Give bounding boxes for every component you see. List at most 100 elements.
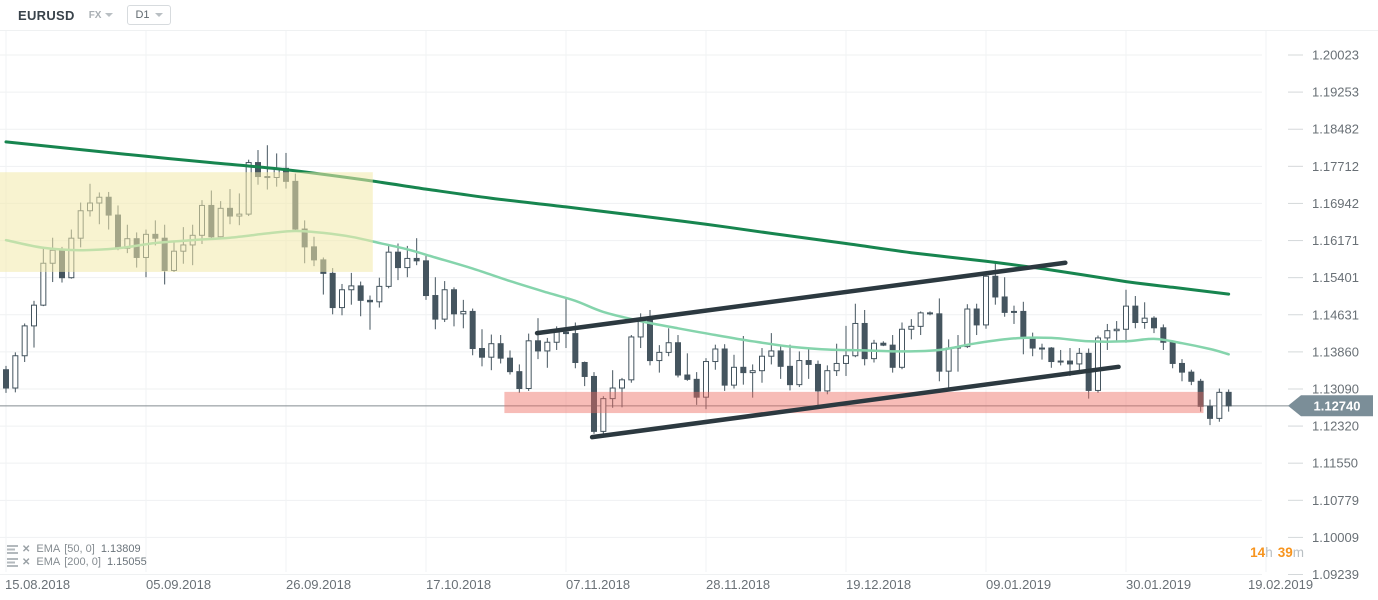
candle-body <box>357 285 364 301</box>
candle-body <box>814 363 821 392</box>
wedge-upper-trendline <box>534 260 1068 336</box>
candle-body <box>394 251 401 269</box>
candle-body <box>432 295 439 320</box>
candle-body <box>768 350 775 357</box>
current-price-label: 1.12740 <box>1314 398 1361 413</box>
date-axis-label: 19.02.2019 <box>1248 577 1313 592</box>
candle-body <box>450 289 457 315</box>
indicator-remove-icon[interactable]: ✕ <box>22 557 31 568</box>
candle-body <box>852 322 859 357</box>
candle-body <box>600 398 607 432</box>
candle-body <box>516 371 523 390</box>
indicator-remove-icon[interactable]: ✕ <box>22 544 31 555</box>
candle-body <box>338 289 345 309</box>
price-axis-label: 1.09239 <box>1312 567 1359 582</box>
candle-body <box>964 308 971 348</box>
candle-body <box>12 355 19 389</box>
date-axis-label: 07.11.2018 <box>566 577 630 592</box>
candle-body <box>553 331 560 343</box>
price-axis-label: 1.16942 <box>1312 196 1359 211</box>
candle-body <box>488 343 495 358</box>
price-axis-label: 1.15401 <box>1312 270 1359 285</box>
date-axis-label: 28.11.2018 <box>706 577 770 592</box>
candle-body <box>898 328 905 368</box>
countdown-minutes-unit: m <box>1292 545 1304 560</box>
date-axis-label: 30.01.2019 <box>1126 577 1191 592</box>
candle-body <box>21 325 28 357</box>
candle-body <box>348 285 355 291</box>
chevron-down-icon <box>105 13 114 17</box>
candle-body <box>889 344 896 368</box>
candle-body <box>656 351 663 362</box>
candle-body <box>749 370 756 374</box>
price-axis-label: 1.12320 <box>1312 419 1359 434</box>
candle-body <box>721 348 728 386</box>
current-price-badge <box>1288 395 1373 417</box>
candle-body <box>730 366 737 386</box>
date-axis-label: 26.09.2018 <box>286 577 351 592</box>
candle-body <box>572 333 579 363</box>
candle-body <box>422 260 429 297</box>
candle-body <box>665 342 672 353</box>
candle-body <box>1048 347 1055 363</box>
price-axis-label: 1.13090 <box>1312 381 1359 396</box>
candle-body <box>1188 371 1195 382</box>
candle-body <box>982 275 989 326</box>
indicator-params: [200, 0] <box>64 556 101 568</box>
date-axis-label: 17.10.2018 <box>426 577 491 592</box>
candle-body <box>1160 327 1167 343</box>
candle-body <box>497 343 504 359</box>
price-axis-label: 1.11550 <box>1312 456 1358 471</box>
timeframe-select[interactable]: D1 <box>127 5 171 25</box>
candle-body <box>908 325 915 330</box>
candle-body <box>777 350 784 367</box>
countdown-hours-unit: h <box>1265 545 1273 560</box>
candle-body <box>936 313 943 372</box>
candle-body <box>590 375 597 432</box>
candle-body <box>796 360 803 386</box>
candle-body <box>609 387 616 400</box>
indicator-settings-icon[interactable] <box>7 558 18 567</box>
indicator-name: EMA <box>36 556 61 568</box>
price-axis-label: 1.10779 <box>1312 493 1359 508</box>
candle-body <box>758 355 765 372</box>
candle-body <box>786 365 793 386</box>
candle-body <box>30 304 37 327</box>
candle-countdown: 14h 39m <box>1250 545 1304 560</box>
candle-body <box>674 342 681 376</box>
date-axis-label: 09.01.2019 <box>986 577 1051 592</box>
candle-body <box>917 312 924 327</box>
candle-body <box>1001 296 1008 313</box>
price-axis-label: 1.14631 <box>1312 307 1359 322</box>
indicator-value: 1.13809 <box>100 543 141 555</box>
candle-body <box>1150 317 1157 329</box>
indicator-legend: ✕ EMA [50, 0] 1.13809 ✕ EMA [200, 0] 1.1… <box>7 543 147 569</box>
candle-body <box>413 257 420 262</box>
candle-body <box>404 257 411 269</box>
timeframe-label: D1 <box>135 9 150 21</box>
candle-body <box>562 331 569 335</box>
candle-body <box>945 347 952 372</box>
market-dropdown[interactable]: FX <box>89 10 114 21</box>
candle-body <box>973 308 980 326</box>
indicator-name: EMA <box>36 543 61 555</box>
candle-body <box>534 340 541 352</box>
candle-body <box>992 275 999 298</box>
candle-body <box>469 310 476 350</box>
candle-body <box>684 374 691 380</box>
candle-body <box>544 341 551 352</box>
candle-body <box>366 299 373 303</box>
price-axis-label: 1.10009 <box>1312 530 1359 545</box>
candle-body <box>740 366 747 374</box>
candle-body <box>329 272 336 309</box>
indicator-settings-icon[interactable] <box>7 545 18 554</box>
candle-body <box>1029 337 1036 349</box>
candle-body <box>628 336 635 381</box>
candle-body <box>880 342 887 346</box>
countdown-hours: 14 <box>1250 545 1266 560</box>
indicator-value: 1.15055 <box>106 556 147 568</box>
candle-body <box>1066 360 1073 365</box>
candle-body <box>1216 391 1223 419</box>
